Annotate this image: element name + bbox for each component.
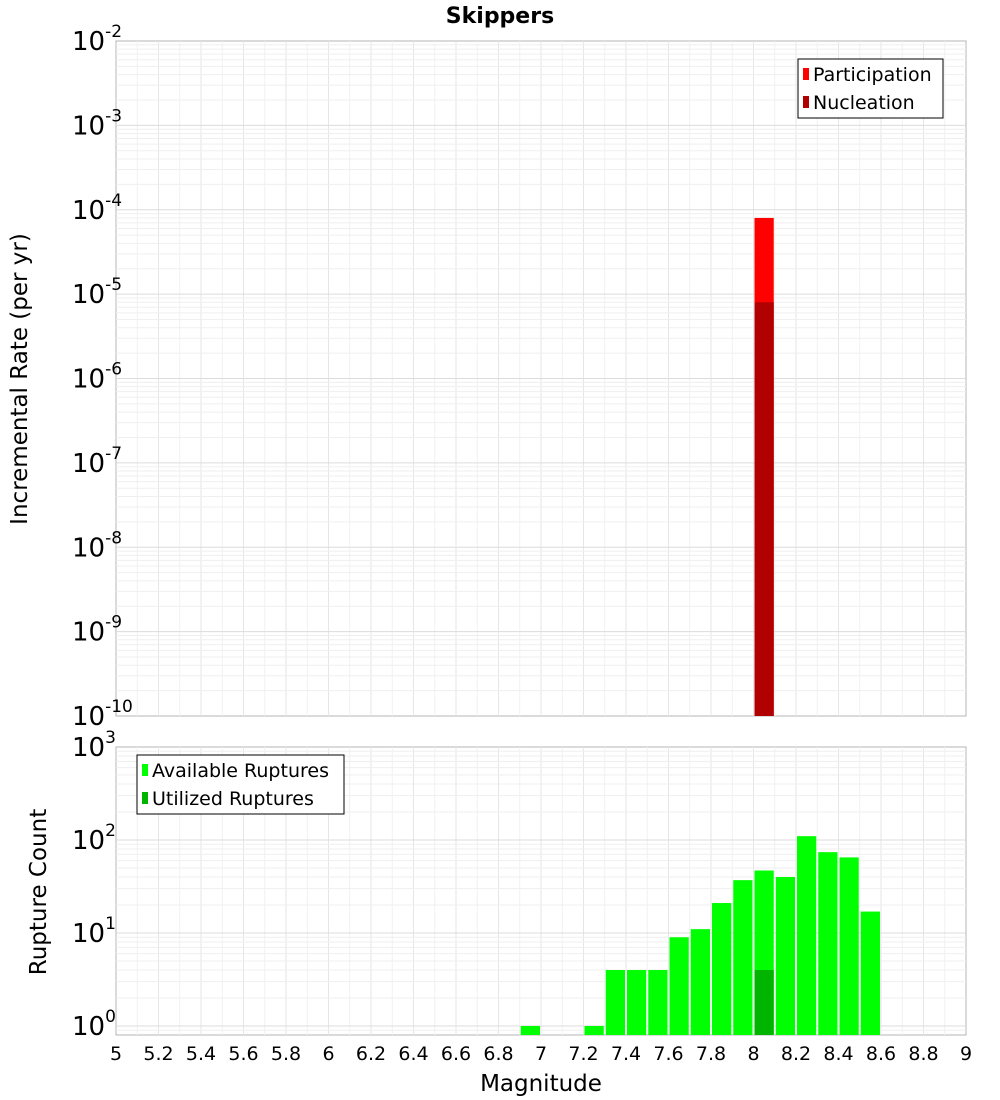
legend-label: Nucleation	[813, 92, 915, 114]
y-tick-label: 103	[72, 728, 116, 763]
count-bar-series-0	[733, 880, 753, 1035]
count-bar-series-0	[605, 969, 625, 1035]
count-bar-series-0	[839, 857, 859, 1035]
x-tick-label: 8	[747, 1043, 759, 1065]
x-tick-label: 8.6	[866, 1043, 896, 1065]
count-bar-series-0	[648, 969, 668, 1035]
x-tick-label: 5.6	[228, 1043, 258, 1065]
rate-plot: 10-10 10-9 10-8 10-7 10-6 10-5 10-4 10-3 10-2 In…	[7, 22, 967, 732]
x-tick-label: 6.2	[356, 1043, 386, 1065]
x-tick-label: 6.6	[441, 1043, 471, 1065]
rate-plot-y-label: Incremental Rate (per yr)	[7, 233, 33, 525]
x-tick-label: 7.4	[611, 1043, 641, 1065]
count-plot-legend: Available Ruptures Utilized Ruptures	[136, 754, 345, 815]
y-tick-label: 10-5	[72, 275, 122, 310]
rate-bar-series-1	[754, 302, 774, 716]
count-bar-series-0	[627, 969, 647, 1035]
y-tick-label: 10-3	[72, 106, 122, 141]
y-tick-label: 10-7	[72, 444, 122, 479]
legend-label: Available Ruptures	[152, 760, 329, 782]
count-bar-series-0	[775, 877, 795, 1035]
y-tick-label: 10-2	[72, 22, 122, 57]
x-tick-label: 6.4	[398, 1043, 428, 1065]
y-tick-label: 10-6	[72, 360, 122, 395]
legend-box	[797, 58, 944, 119]
count-bar-series-0	[584, 1025, 604, 1035]
count-bar-series-1	[754, 969, 774, 1035]
count-bar-series-0	[860, 911, 880, 1035]
rate-plot-grid	[116, 41, 966, 716]
legend-label: Participation	[813, 64, 932, 86]
rate-plot-bars	[754, 217, 774, 716]
y-tick-label: 10-9	[72, 613, 122, 648]
x-tick-label: 5.4	[186, 1043, 216, 1065]
count-bar-series-0	[712, 903, 732, 1035]
count-bar-series-0	[520, 1025, 540, 1035]
count-bar-series-0	[797, 836, 817, 1035]
rate-plot-y-ticks: 10-10 10-9 10-8 10-7 10-6 10-5 10-4 10-3 10-2	[72, 22, 133, 732]
y-tick-label: 100	[72, 1007, 116, 1042]
x-tick-label: 7	[535, 1043, 547, 1065]
x-tick-label: 8.2	[781, 1043, 811, 1065]
y-tick-label: 10-4	[72, 191, 122, 226]
y-tick-label: 10-8	[72, 528, 122, 563]
legend-label: Utilized Ruptures	[152, 788, 314, 810]
chart-title: Skippers	[446, 4, 554, 29]
legend-box	[136, 754, 345, 815]
x-tick-label: 5.8	[271, 1043, 301, 1065]
x-tick-label: 7.2	[568, 1043, 598, 1065]
count-plot-y-ticks: 100 101 102 103	[72, 728, 116, 1042]
y-tick-label: 10-10	[72, 697, 133, 732]
x-tick-label: 5.2	[143, 1043, 173, 1065]
x-tick-label: 8.8	[908, 1043, 938, 1065]
x-tick-label: 5	[110, 1043, 122, 1065]
count-bar-series-0	[669, 937, 689, 1035]
legend-swatch	[803, 68, 809, 80]
legend-swatch	[142, 764, 148, 776]
count-plot-bars	[520, 836, 880, 1035]
x-tick-label: 8.4	[823, 1043, 853, 1065]
count-bar-series-0	[690, 929, 710, 1035]
legend-swatch	[142, 792, 148, 804]
count-plot-x-ticks: 5 5.2 5.4 5.6 5.8 6 6.2 6.4 6.6 6.8 7 7.2 7.4 7.6 7.8 8…	[110, 1043, 972, 1065]
count-plot: 100 101 102 103 5 5.2 5.4 5.6 5.8 6 6.2 6.4 6.6 6.8 7…	[26, 728, 972, 1097]
count-bar-series-0	[818, 852, 838, 1035]
x-tick-label: 6.8	[483, 1043, 513, 1065]
x-tick-label: 7.8	[696, 1043, 726, 1065]
x-tick-label: 9	[960, 1043, 972, 1065]
rate-plot-legend: Participation Nucleation	[797, 58, 944, 119]
x-axis-label: Magnitude	[480, 1071, 602, 1097]
x-tick-label: 7.6	[653, 1043, 683, 1065]
y-tick-label: 101	[72, 914, 116, 949]
x-tick-label: 6	[322, 1043, 334, 1065]
legend-swatch	[803, 96, 809, 108]
y-tick-label: 102	[72, 821, 116, 856]
count-plot-y-label: Rupture Count	[26, 809, 52, 975]
